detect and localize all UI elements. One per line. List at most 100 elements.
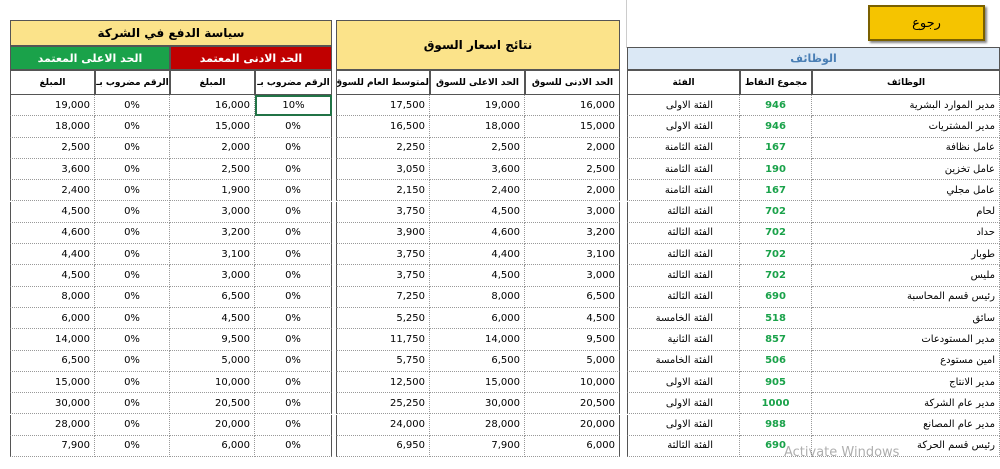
cell: مدير الموارد البشرية (812, 95, 1000, 117)
separator (626, 0, 627, 48)
cell: 3,100 (170, 244, 255, 266)
cell: 190 (740, 158, 812, 181)
column-header: الرقم مضروب بـ (255, 70, 332, 95)
cell: 988 (740, 414, 812, 436)
cell: 4,500 (430, 201, 525, 223)
back-button[interactable]: رجوع (868, 5, 985, 41)
watermark: Activate Windows (784, 444, 900, 460)
cell: 9,500 (525, 329, 620, 351)
cell: 3,200 (525, 222, 620, 245)
cell: 10,000 (170, 371, 255, 394)
cell: 3,600 (430, 158, 525, 181)
cell: الفئة الثالثة (627, 244, 740, 266)
cell: 0% (95, 414, 170, 436)
cell: 16,000 (170, 95, 255, 117)
column-header: الحد الادنى للسوق (525, 70, 620, 95)
cell: 0% (95, 244, 170, 266)
cell: 2,000 (525, 137, 620, 159)
cell: 9,500 (170, 329, 255, 351)
cell: 6,500 (10, 350, 95, 372)
cell: الفئة الثامنة (627, 180, 740, 202)
cell: 14,000 (10, 329, 95, 351)
cell: 4,400 (10, 244, 95, 266)
column-header: المبلغ (170, 70, 255, 95)
cell: 702 (740, 265, 812, 287)
cell: 0% (255, 329, 332, 351)
cell: الفئة الاولى (627, 116, 740, 138)
cell: رئيس قسم المحاسبة (812, 286, 1000, 308)
cell: 3,600 (10, 158, 95, 181)
cell: الفئة الثانية (627, 329, 740, 351)
cell: 11,750 (336, 329, 430, 351)
cell: 2,150 (336, 180, 430, 202)
cell: 6,500 (170, 286, 255, 308)
cell: 6,500 (525, 286, 620, 308)
cell: 0% (255, 286, 332, 308)
cell: 0% (255, 371, 332, 394)
cell: 905 (740, 371, 812, 394)
cell: 167 (740, 137, 812, 159)
cell: 16,500 (336, 116, 430, 138)
cell: 3,200 (170, 222, 255, 245)
column-header: المبلغ (10, 70, 95, 95)
cell: 3,050 (336, 158, 430, 181)
column-header: الرقم مضروب بـ (95, 70, 170, 95)
cell: 2,000 (525, 180, 620, 202)
cell: 6,000 (170, 435, 255, 458)
cell: 0% (95, 222, 170, 245)
cell: 16,000 (525, 95, 620, 117)
cell: مدير المستودعات (812, 329, 1000, 351)
cell: 2,400 (10, 180, 95, 202)
cell: 4,500 (10, 265, 95, 287)
cell: الفئة الاولى (627, 95, 740, 117)
cell: 2,500 (430, 137, 525, 159)
cell: 0% (255, 158, 332, 181)
cell: 4,600 (430, 222, 525, 245)
cell: 0% (255, 393, 332, 415)
cell: 10,000 (525, 371, 620, 394)
cell: 10% (255, 95, 332, 117)
cell: 18,000 (430, 116, 525, 138)
cell: 3,000 (170, 265, 255, 287)
cell: 167 (740, 180, 812, 202)
cell: 3,750 (336, 265, 430, 287)
cell: 0% (255, 180, 332, 202)
cell: 28,000 (10, 414, 95, 436)
cell: الفئة الاولى (627, 414, 740, 436)
cell: 20,000 (525, 414, 620, 436)
cell: 0% (255, 265, 332, 287)
cell: 6,000 (10, 308, 95, 330)
cell: 506 (740, 350, 812, 372)
cell: 946 (740, 95, 812, 117)
column-header: الحد الاعلى للسوق (430, 70, 525, 95)
cell: 2,500 (10, 137, 95, 159)
cell: 14,000 (430, 329, 525, 351)
cell: 2,500 (170, 158, 255, 181)
cell: 0% (95, 265, 170, 287)
cell: 4,500 (525, 308, 620, 330)
cell: 15,000 (170, 116, 255, 138)
cell: 0% (95, 393, 170, 415)
cell: 4,500 (170, 308, 255, 330)
column-header: الفئة (627, 70, 740, 95)
cell: 0% (255, 414, 332, 436)
cell: 20,000 (170, 414, 255, 436)
cell: 19,000 (10, 95, 95, 117)
min-header: الحد الادنى المعتمد (170, 46, 332, 70)
cell: 4,400 (430, 244, 525, 266)
cell: مدير الانتاج (812, 371, 1000, 394)
cell: 20,500 (525, 393, 620, 415)
cell: الفئة الثالثة (627, 435, 740, 458)
cell: 518 (740, 308, 812, 330)
cell: 946 (740, 116, 812, 138)
cell: 0% (95, 371, 170, 394)
cell: 702 (740, 222, 812, 245)
cell: 17,500 (336, 95, 430, 117)
cell: عامل نظافة (812, 137, 1000, 159)
cell: 0% (255, 222, 332, 245)
cell: مدير عام الشركة (812, 393, 1000, 415)
cell: 3,000 (525, 265, 620, 287)
cell: 4,500 (430, 265, 525, 287)
cell: 5,000 (525, 350, 620, 372)
